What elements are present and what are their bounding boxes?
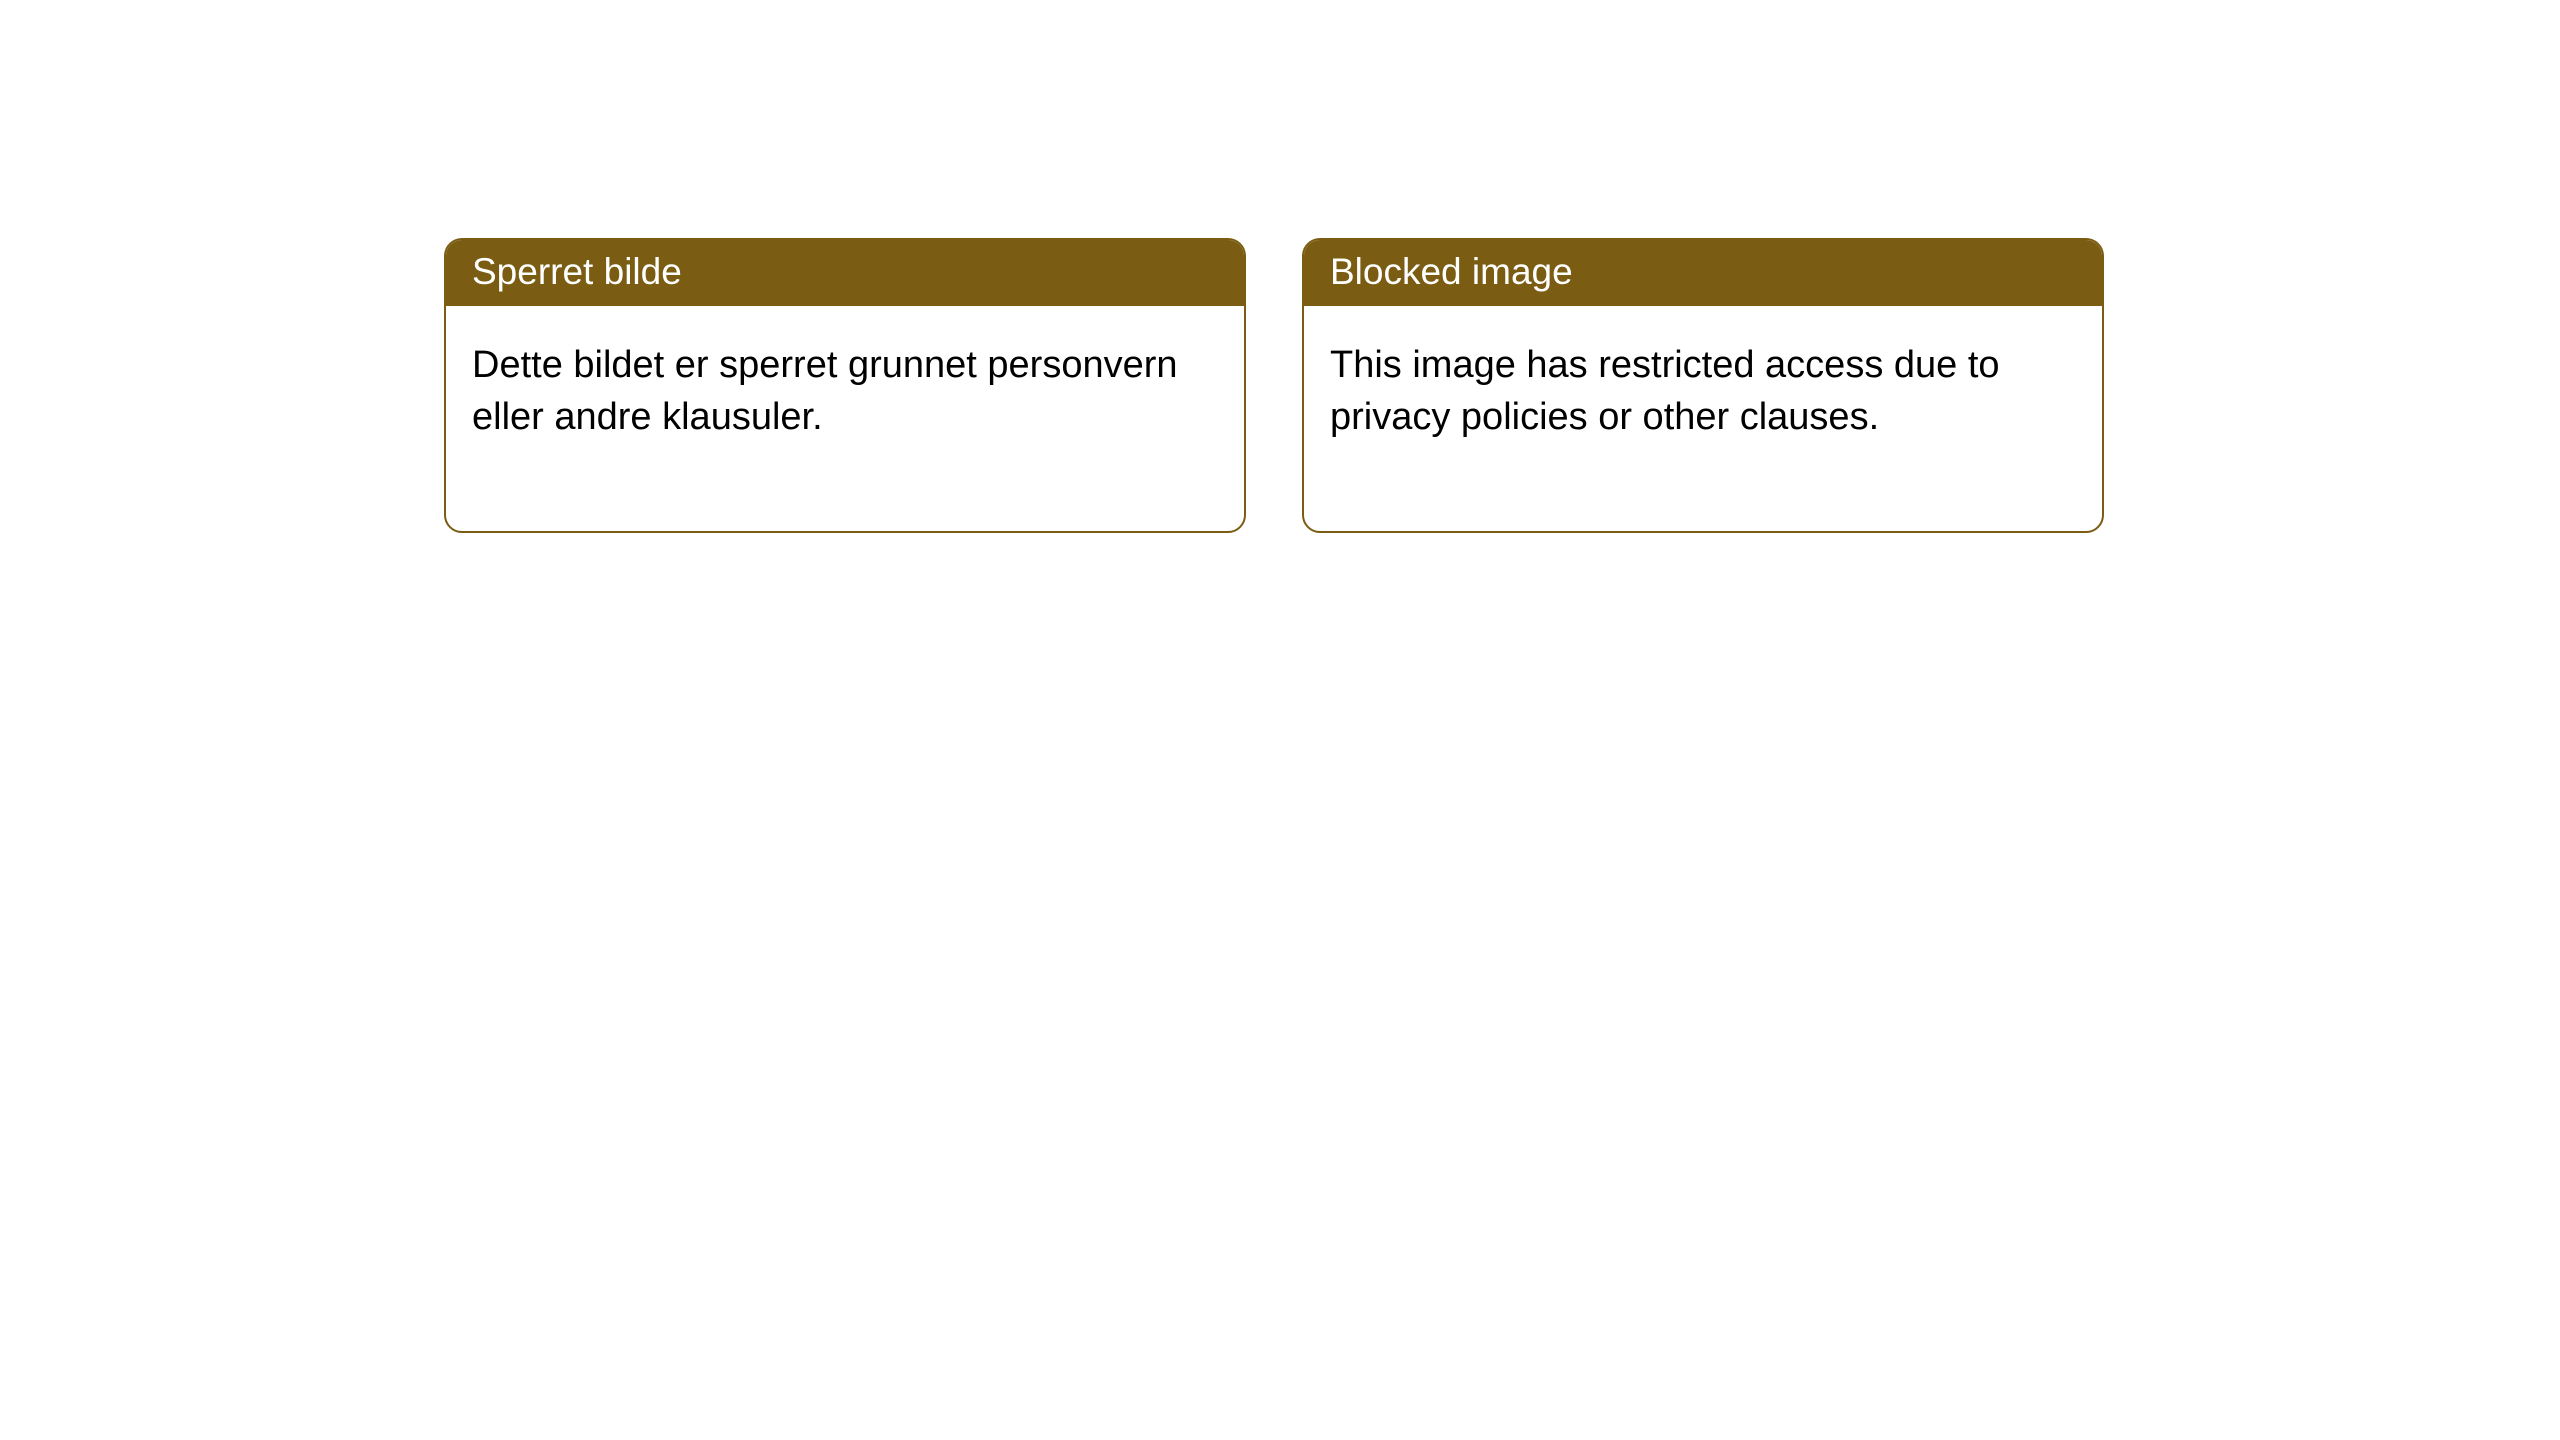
notice-header-no: Sperret bilde [446, 240, 1244, 306]
notice-body-en: This image has restricted access due to … [1304, 306, 2102, 487]
notice-container: Sperret bilde Dette bildet er sperret gr… [0, 0, 2560, 533]
notice-box-en: Blocked image This image has restricted … [1302, 238, 2104, 533]
notice-body-no: Dette bildet er sperret grunnet personve… [446, 306, 1244, 531]
notice-header-en: Blocked image [1304, 240, 2102, 306]
notice-box-no: Sperret bilde Dette bildet er sperret gr… [444, 238, 1246, 533]
